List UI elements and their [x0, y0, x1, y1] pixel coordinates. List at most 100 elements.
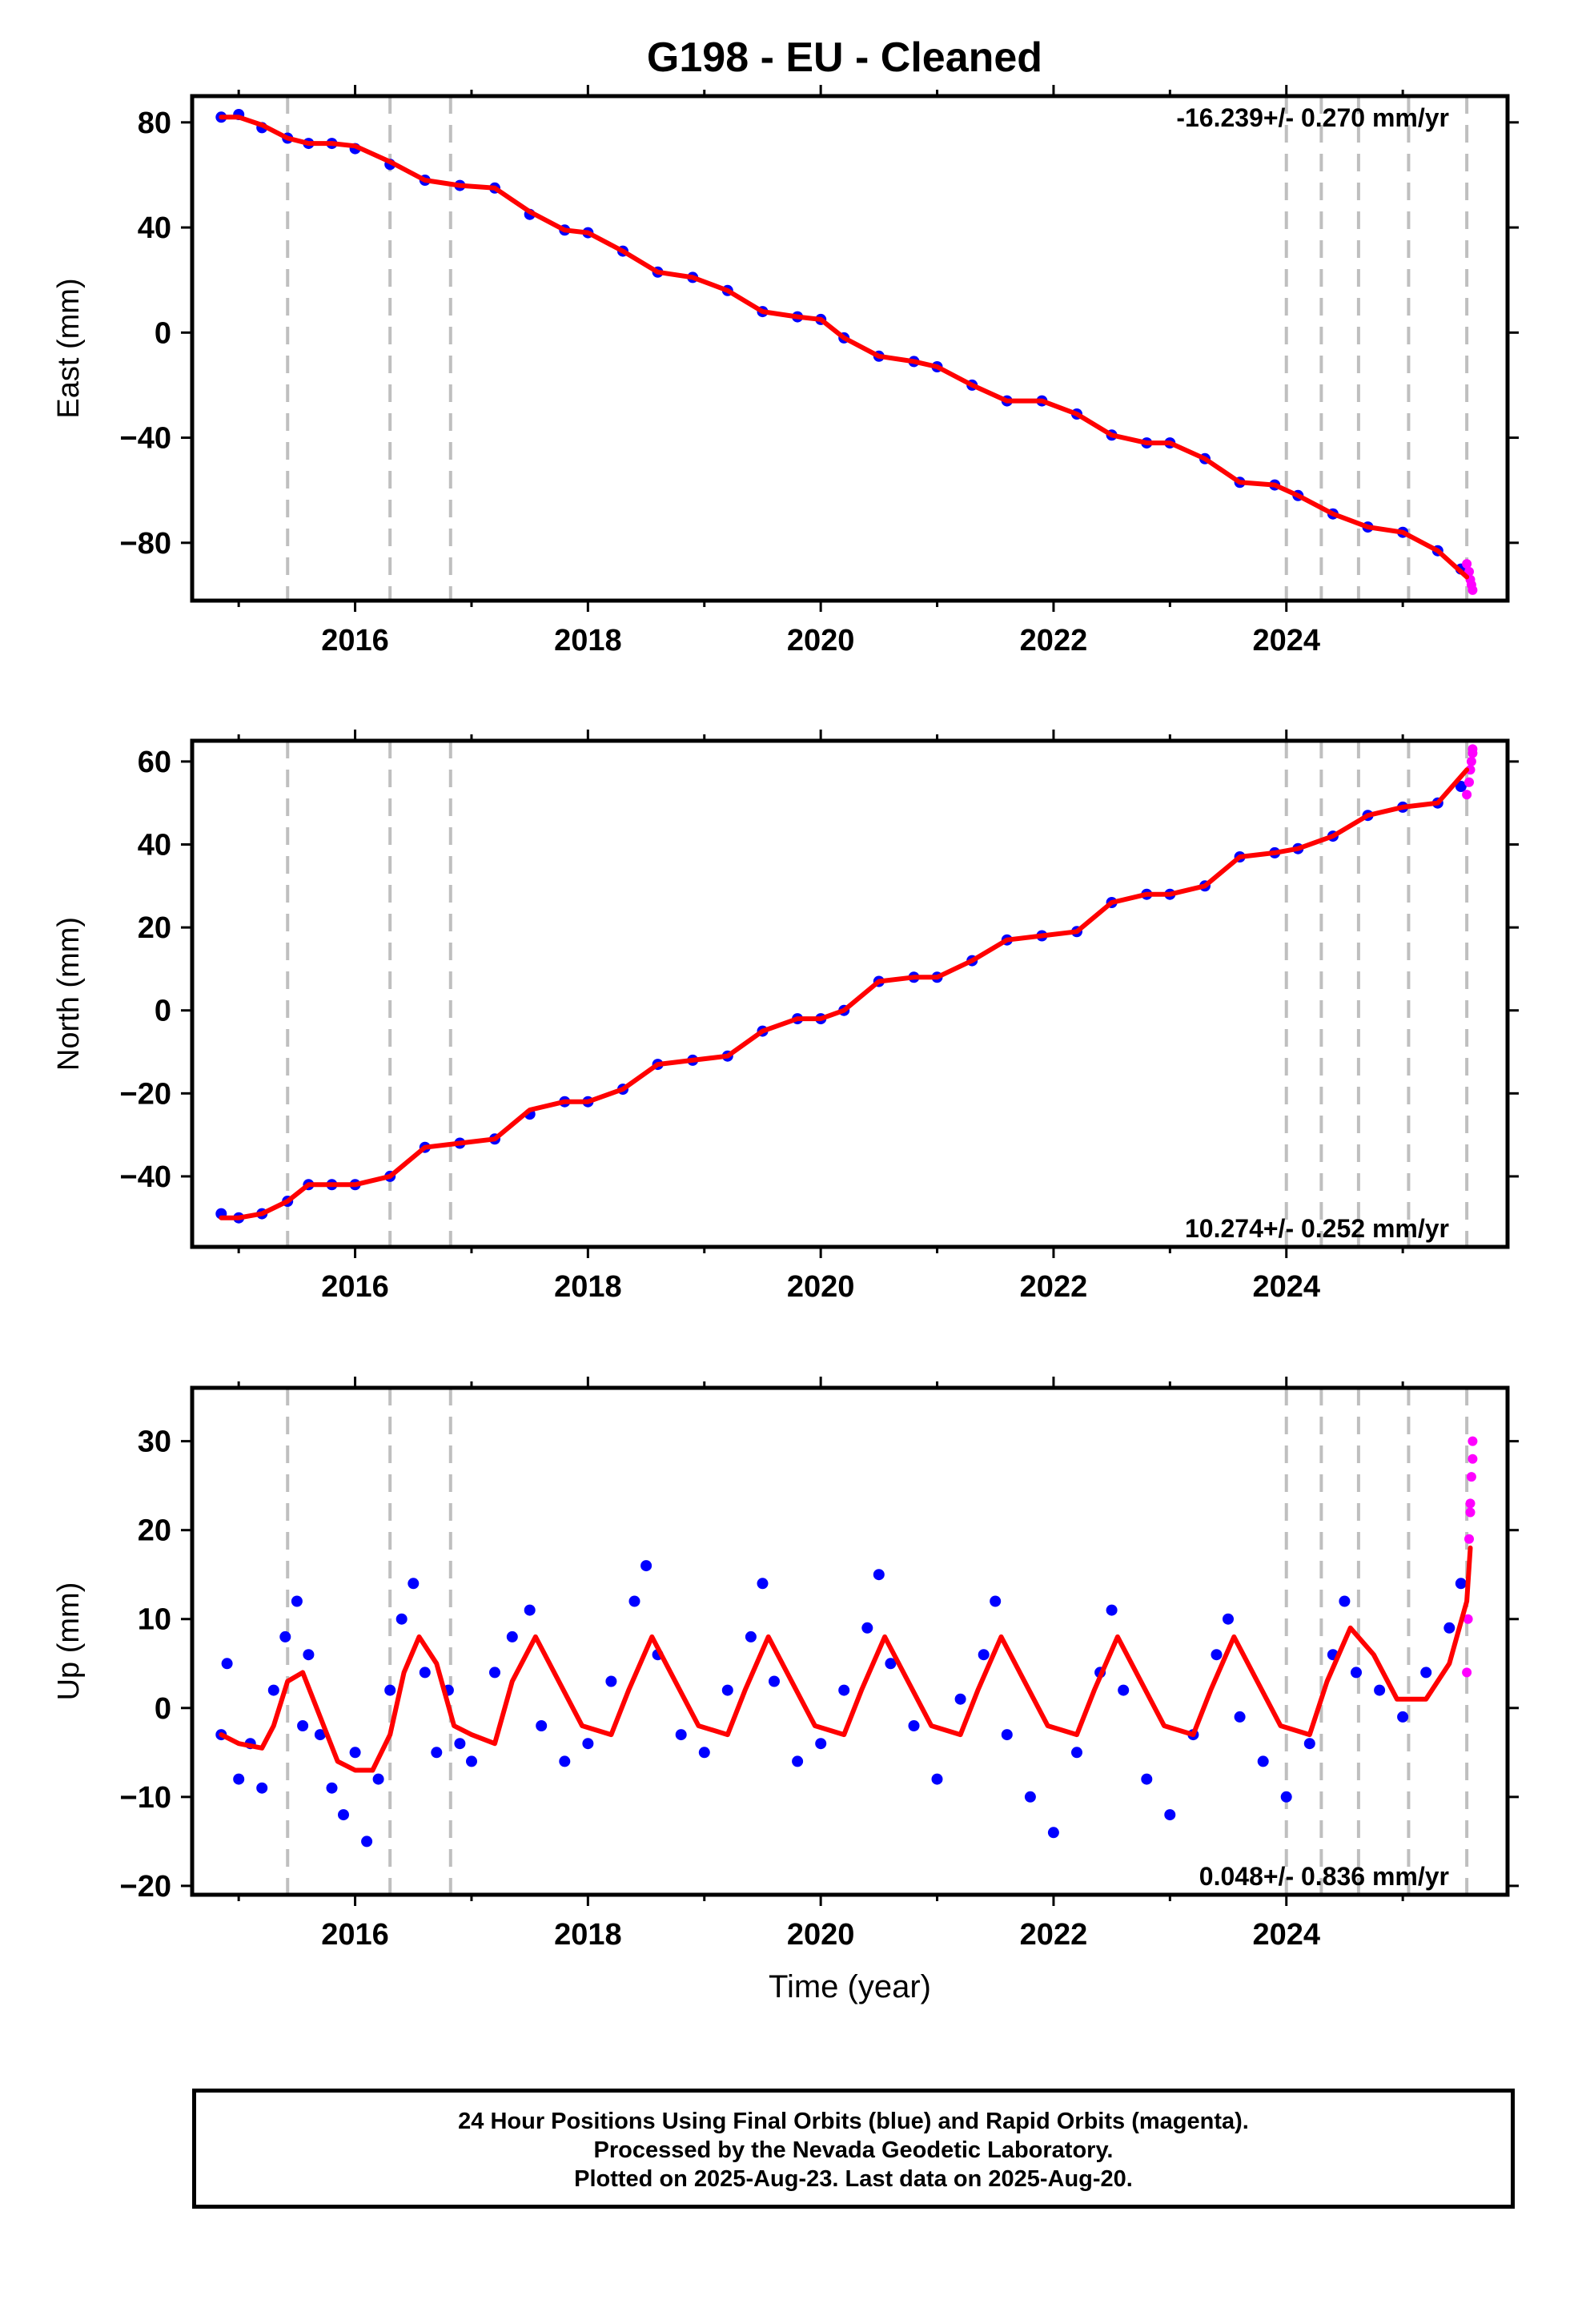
up-y-tick-label-0: 30 — [138, 1425, 171, 1459]
up-series-0-point-26 — [524, 1604, 536, 1616]
east-y-tick-label-2: 0 — [155, 316, 171, 350]
up-series-0-point-73 — [1443, 1622, 1456, 1634]
up-series-0-point-40 — [792, 1755, 804, 1767]
north-x-tick-label-0: 2016 — [321, 1270, 389, 1304]
up-series-0-point-43 — [861, 1622, 873, 1634]
east-x-tick-label-3: 2022 — [1020, 624, 1088, 657]
up-x-tick-label-1: 2018 — [554, 1918, 622, 1952]
up-series-0-point-71 — [1397, 1711, 1409, 1723]
up-y-tick-label-1: 20 — [138, 1514, 171, 1548]
north-y-tick-label-2: 20 — [138, 911, 171, 945]
east-x-tick-label-2: 2020 — [787, 624, 855, 657]
up-rate-label: 0.048+/- 0.836 mm/yr — [1199, 1862, 1449, 1891]
east-rate-label: -16.239+/- 0.270 mm/yr — [1176, 103, 1449, 132]
north-y-tick-label-3: 0 — [155, 995, 171, 1028]
up-y-tick-label-2: 10 — [138, 1603, 171, 1637]
caption-box: 24 Hour Positions Using Final Orbits (bl… — [192, 2089, 1515, 2209]
up-series-0-point-61 — [1211, 1649, 1223, 1661]
up-series-0-point-4 — [256, 1782, 268, 1794]
up-y-tick-label-4: −10 — [120, 1781, 171, 1815]
north-series-1-point-0 — [1462, 790, 1472, 800]
up-series-0-point-29 — [582, 1738, 594, 1750]
up-series-1-point-1 — [1463, 1614, 1473, 1624]
east-x-tick-label-4: 2024 — [1252, 624, 1320, 657]
up-series-0-point-45 — [885, 1658, 897, 1670]
up-y-tick-label-5: −20 — [120, 1870, 171, 1904]
up-series-0-point-64 — [1257, 1755, 1269, 1767]
up-series-0-point-32 — [640, 1560, 652, 1572]
up-series-0-point-44 — [873, 1569, 885, 1581]
up-series-0-point-62 — [1223, 1613, 1234, 1625]
north-series-1-point-1 — [1464, 777, 1474, 787]
north-x-tick-label-1: 2018 — [554, 1270, 622, 1304]
east-y-tick-label-1: 40 — [138, 211, 171, 245]
up-y-tick-label-3: 0 — [155, 1692, 171, 1726]
up-series-1-point-5 — [1466, 1472, 1476, 1482]
up-series-0-point-13 — [349, 1747, 361, 1759]
chart-title: G198 - EU - Cleaned — [646, 34, 1043, 81]
up-series-1-point-4 — [1465, 1498, 1476, 1509]
up-x-axis-label: Time (year) — [769, 1969, 931, 2004]
up-series-0-point-12 — [338, 1809, 349, 1821]
north-rate-label: 10.274+/- 0.252 mm/yr — [1185, 1214, 1449, 1243]
up-series-0-point-8 — [297, 1720, 309, 1731]
north-y-tick-label-4: −20 — [120, 1077, 171, 1111]
up-series-0-point-58 — [1141, 1773, 1153, 1785]
caption-line-1: 24 Hour Positions Using Final Orbits (bl… — [458, 2109, 1249, 2134]
up-plot-frame — [190, 1385, 1510, 1897]
up-series-0-point-41 — [815, 1738, 827, 1750]
north-plot-frame — [190, 738, 1510, 1249]
up-series-0-point-50 — [990, 1595, 1002, 1607]
east-x-tick-label-1: 2018 — [554, 624, 622, 657]
up-series-0-point-34 — [675, 1729, 687, 1741]
north-series-1-point-5 — [1468, 744, 1478, 754]
up-series-0-point-70 — [1374, 1684, 1386, 1696]
up-series-0-point-57 — [1118, 1684, 1130, 1696]
east-x-tick-label-0: 2016 — [321, 624, 389, 657]
up-series-0-point-66 — [1303, 1738, 1315, 1750]
caption-line-3: Plotted on 2025-Aug-23. Last data on 202… — [574, 2166, 1133, 2192]
up-series-0-point-5 — [267, 1684, 279, 1696]
up-series-1-point-3 — [1465, 1507, 1476, 1518]
up-model-fit-line — [219, 1545, 1473, 1773]
up-x-tick-label-3: 2022 — [1020, 1918, 1088, 1952]
up-series-0-point-47 — [931, 1773, 943, 1785]
up-series-0-point-9 — [303, 1649, 315, 1661]
up-series-0-point-17 — [396, 1613, 408, 1625]
up-series-0-point-16 — [384, 1684, 396, 1696]
up-series-0-point-36 — [721, 1684, 733, 1696]
up-series-0-point-56 — [1106, 1604, 1118, 1616]
up-series-0-point-54 — [1071, 1747, 1082, 1759]
east-y-tick-label-4: −80 — [120, 527, 171, 561]
up-series-0-point-74 — [1455, 1578, 1467, 1590]
east-y-axis-label: East (mm) — [52, 278, 86, 418]
north-y-tick-label-1: 40 — [138, 829, 171, 862]
caption-line-2: Processed by the Nevada Geodetic Laborat… — [593, 2137, 1114, 2163]
up-y-axis-label: Up (mm) — [52, 1582, 86, 1701]
up-series-0-point-10 — [314, 1729, 326, 1741]
up-series-0-point-72 — [1420, 1667, 1432, 1679]
up-series-0-point-38 — [757, 1578, 769, 1590]
up-series-0-point-14 — [361, 1835, 373, 1848]
up-series-0-point-53 — [1047, 1827, 1059, 1839]
east-series-1-point-0 — [1462, 559, 1472, 569]
up-series-0-point-7 — [291, 1595, 303, 1607]
up-series-0-point-19 — [419, 1667, 431, 1679]
up-series-0-point-42 — [838, 1684, 850, 1696]
east-model-fit-line — [219, 115, 1470, 580]
north-y-tick-label-5: −40 — [120, 1160, 171, 1194]
up-series-0-point-39 — [769, 1675, 780, 1687]
north-x-tick-label-3: 2022 — [1020, 1270, 1088, 1304]
up-series-0-point-51 — [1001, 1729, 1013, 1741]
east-plot-frame — [190, 94, 1510, 603]
up-series-0-point-25 — [506, 1630, 518, 1642]
up-series-0-point-15 — [372, 1773, 384, 1785]
up-series-0-point-24 — [489, 1667, 500, 1679]
up-series-0-point-65 — [1280, 1791, 1292, 1803]
up-series-0-point-6 — [279, 1630, 291, 1642]
up-series-0-point-30 — [605, 1675, 617, 1687]
east-series-1-point-4 — [1468, 585, 1478, 595]
north-x-tick-label-4: 2024 — [1252, 1270, 1320, 1304]
up-series-0-point-48 — [954, 1693, 966, 1705]
